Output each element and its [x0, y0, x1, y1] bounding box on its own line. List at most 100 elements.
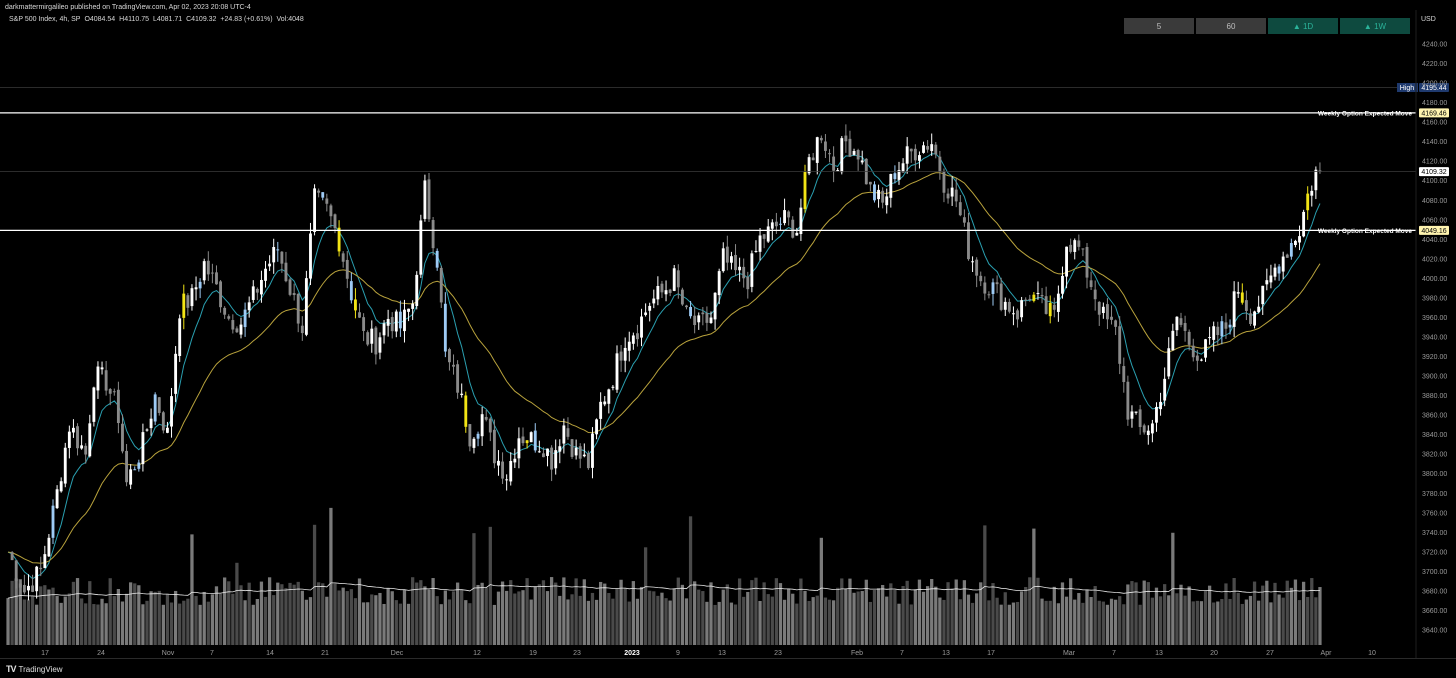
- candle-body: [182, 293, 186, 318]
- volume-bar: [1093, 586, 1097, 645]
- candle-body: [178, 318, 182, 356]
- volume-bar: [631, 581, 635, 645]
- candle-body: [484, 416, 488, 420]
- level-price-box: [1419, 225, 1449, 235]
- candle-body: [824, 141, 827, 151]
- volume-bar: [292, 584, 296, 645]
- candle-body: [672, 268, 676, 291]
- candle-body: [754, 250, 758, 252]
- timeframe-1w-button[interactable]: ▲ 1W: [1340, 18, 1410, 34]
- candle-body: [881, 190, 885, 203]
- candle-body: [595, 419, 598, 435]
- candle-body: [1150, 423, 1154, 434]
- candle-body: [1146, 430, 1150, 436]
- candle-body: [431, 220, 435, 249]
- volume-bar: [921, 591, 926, 645]
- volume-bar: [1064, 596, 1069, 645]
- candle-body: [125, 450, 128, 483]
- timeframe-1d-button[interactable]: ▲ 1D: [1268, 18, 1338, 34]
- x-tick-label: Apr: [1321, 650, 1333, 657]
- candle-body: [1195, 355, 1199, 361]
- candle-body: [640, 316, 643, 338]
- volume-bar: [280, 584, 284, 645]
- volume-bar: [881, 584, 885, 645]
- volume-bar: [1134, 582, 1138, 645]
- candle-body: [239, 324, 243, 335]
- volume-bar: [795, 603, 799, 645]
- volume-bar: [1195, 600, 1199, 645]
- volume-bar: [623, 587, 627, 645]
- volume-bar: [202, 591, 206, 645]
- volume-bar: [897, 603, 901, 645]
- candle-body: [476, 433, 480, 439]
- candle-body: [358, 312, 361, 318]
- volume-bar: [521, 590, 525, 645]
- candle-body: [329, 205, 333, 217]
- timeframe-60-button[interactable]: 60: [1196, 18, 1266, 34]
- y-tick-label: 4140.00: [1422, 139, 1447, 146]
- candle-body: [1220, 321, 1224, 337]
- volume-bar: [868, 601, 873, 645]
- y-tick-label: 4040.00: [1422, 237, 1447, 244]
- candle-body: [1012, 313, 1015, 315]
- candle-body: [460, 393, 464, 396]
- candle-body: [96, 366, 100, 391]
- candle-body: [599, 401, 603, 419]
- timeframe-5-button[interactable]: 5: [1124, 18, 1194, 34]
- candle-body: [1138, 409, 1142, 428]
- volume-layer: [6, 507, 1322, 645]
- volume-bar: [153, 591, 157, 645]
- volume-bar: [415, 582, 419, 645]
- volume-bar: [737, 578, 742, 645]
- volume-bar: [1163, 584, 1167, 645]
- candle-body: [170, 396, 173, 427]
- volume-bar: [999, 604, 1003, 645]
- candle-body: [1281, 256, 1285, 272]
- volume-bar: [668, 600, 672, 645]
- candle-body: [157, 397, 161, 413]
- volume-bar: [276, 582, 280, 645]
- candle-body: [750, 253, 754, 287]
- candle-body: [411, 303, 415, 309]
- candle-body: [1261, 285, 1265, 305]
- volume-bar: [1257, 600, 1261, 645]
- candle-body: [231, 320, 235, 330]
- candle-body: [264, 268, 267, 281]
- candle-body: [47, 537, 51, 557]
- candle-body: [627, 341, 631, 351]
- candle-body: [398, 311, 402, 329]
- y-tick-label: 3700.00: [1422, 569, 1447, 576]
- volume-bar: [729, 602, 734, 645]
- volume-bar: [815, 595, 819, 645]
- candle-body: [550, 447, 554, 470]
- candle-body: [999, 283, 1003, 310]
- volume-bar: [84, 603, 88, 645]
- candle-body: [255, 288, 259, 293]
- candle-body: [1257, 306, 1261, 313]
- tradingview-logo-icon: TV: [6, 664, 16, 674]
- volume-bar: [860, 591, 864, 645]
- candle-body: [1130, 411, 1134, 419]
- candle-body: [10, 552, 14, 561]
- volume-bar: [836, 587, 840, 645]
- candle-body: [149, 418, 153, 429]
- candle-body: [39, 567, 43, 570]
- volume-bar: [435, 596, 439, 645]
- y-tick-label: 3940.00: [1422, 335, 1447, 342]
- candle-body: [554, 450, 558, 469]
- volume-bar: [970, 602, 975, 645]
- volume-bar: [133, 583, 137, 645]
- volume-bar: [1191, 601, 1195, 645]
- volume-bar: [1138, 604, 1142, 645]
- y-tick-label: 3860.00: [1422, 413, 1447, 420]
- candle-body: [1101, 306, 1105, 313]
- volume-bar: [774, 578, 779, 645]
- volume-bar: [909, 604, 913, 645]
- volume-bar: [513, 593, 517, 645]
- candle-body: [1200, 359, 1203, 361]
- volume-bar: [321, 583, 325, 645]
- candle-body: [807, 157, 811, 174]
- volume-bar: [733, 604, 738, 645]
- volume-bar: [366, 602, 370, 645]
